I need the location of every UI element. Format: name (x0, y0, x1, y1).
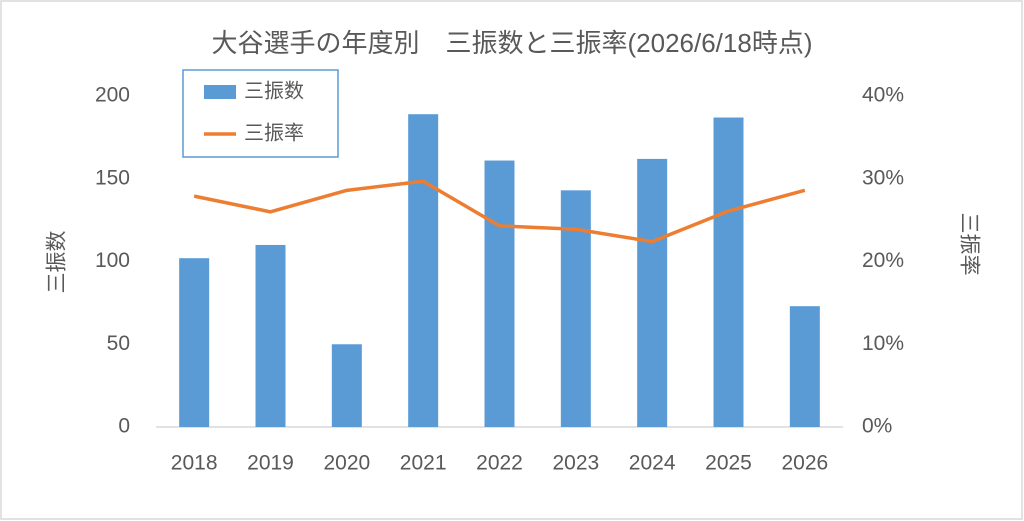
chart-title: 大谷選手の年度別 三振数と三振率(2026/6/18時点) (212, 28, 813, 58)
x-tick-label: 2024 (629, 452, 676, 475)
legend-label: 三振率 (244, 121, 304, 144)
y2-tick-label: 40% (862, 84, 904, 107)
x-tick-label: 2019 (247, 452, 294, 475)
y-tick-label: 0 (118, 415, 130, 438)
bar (560, 190, 591, 427)
y2-tick-label: 0% (862, 415, 892, 438)
x-tick-label: 2021 (400, 452, 447, 475)
y-tick-label: 50 (107, 332, 130, 355)
x-tick-label: 2025 (705, 452, 752, 475)
bar (713, 117, 744, 427)
bar (408, 114, 439, 427)
bar (255, 244, 286, 427)
y2-tick-label: 10% (862, 332, 904, 355)
x-tick-label: 2023 (552, 452, 599, 475)
y-tick-label: 150 (95, 166, 130, 189)
legend-label: 三振数 (244, 79, 304, 102)
y-tick-label: 100 (95, 249, 130, 272)
y-tick-label: 200 (95, 84, 130, 107)
legend-swatch (204, 85, 236, 99)
y2-tick-label: 20% (862, 249, 904, 272)
bar (789, 306, 820, 427)
legend-box (182, 69, 339, 158)
x-tick-label: 2022 (476, 452, 523, 475)
x-tick-label: 2026 (781, 452, 828, 475)
bar (331, 344, 362, 427)
bar (484, 160, 515, 428)
y2-tick-label: 30% (862, 166, 904, 189)
y2-axis-title: 三振率 (957, 213, 980, 276)
line (193, 179, 806, 244)
y-axis-title: 三振数 (46, 231, 69, 294)
x-tick-label: 2018 (171, 452, 218, 475)
bar (179, 258, 210, 427)
x-tick-label: 2020 (323, 452, 370, 475)
bar (637, 158, 668, 427)
